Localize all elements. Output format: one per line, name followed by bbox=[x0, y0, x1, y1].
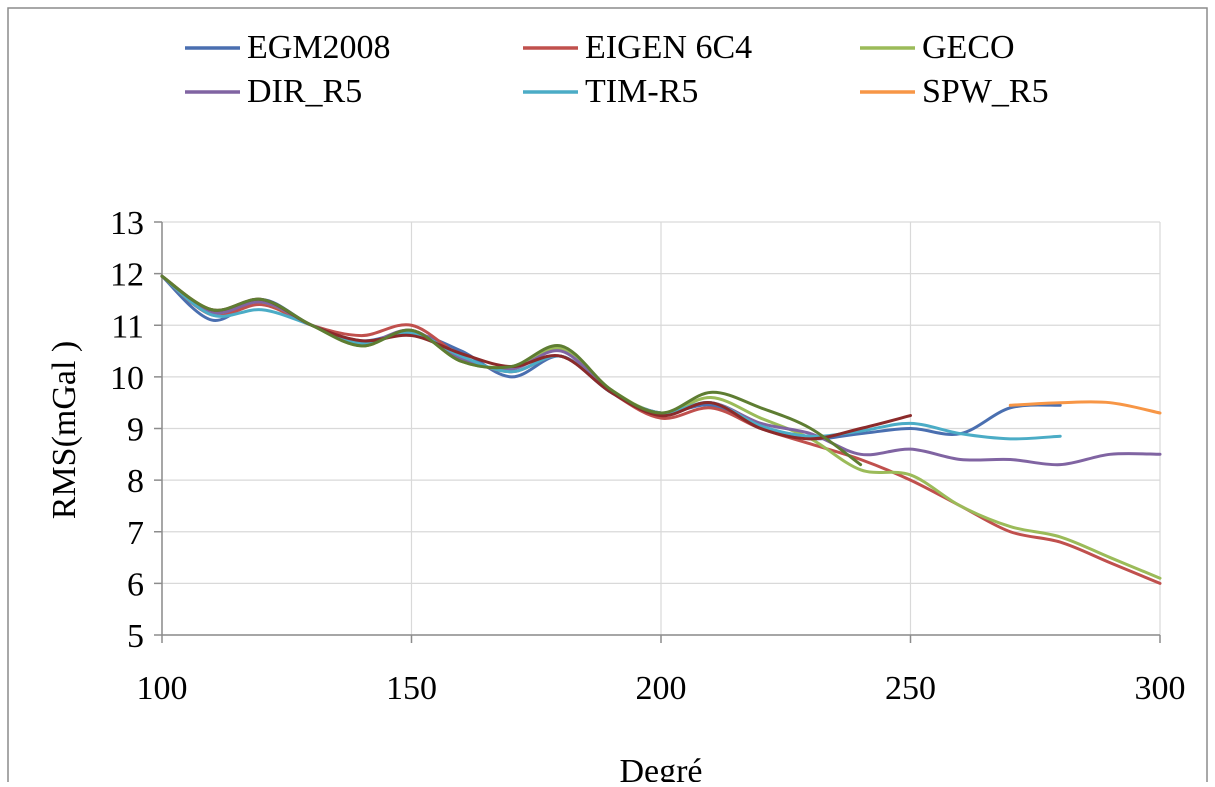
y-tick-label: 10 bbox=[110, 360, 144, 397]
legend-label: TIM-R5 bbox=[585, 73, 698, 110]
y-tick-label: 13 bbox=[110, 205, 144, 242]
legend-label: EGM2008 bbox=[247, 29, 391, 66]
series-line-unlabeled-7 bbox=[160, 274, 863, 467]
y-tick-label: 12 bbox=[110, 257, 144, 294]
x-tick-label: 250 bbox=[885, 670, 936, 707]
axes-layer: 5 6 7 8 9 10 11 12 13 100 150 200 250 300 bbox=[110, 205, 1186, 707]
legend: EGM2008 EIGEN 6C4 GECO DIR_R5 TIM-R5 SPW_R5 bbox=[185, 29, 1049, 110]
y-tick-label: 11 bbox=[111, 308, 144, 345]
legend-item-geco: GECO bbox=[860, 29, 1015, 66]
y-tick-label: 6 bbox=[127, 566, 144, 603]
legend-item-egm2008: EGM2008 bbox=[185, 29, 391, 66]
chart-border bbox=[7, 7, 1208, 787]
x-tick-label: 150 bbox=[386, 670, 437, 707]
legend-item-spw-r5: SPW_R5 bbox=[860, 73, 1049, 110]
series-line-spw-r5 bbox=[1008, 400, 1162, 415]
y-tick-label: 9 bbox=[127, 412, 144, 449]
legend-item-tim-r5: TIM-R5 bbox=[523, 73, 698, 110]
series-layer bbox=[160, 274, 1162, 585]
legend-label: DIR_R5 bbox=[247, 73, 362, 110]
y-tick-label: 7 bbox=[127, 515, 144, 552]
legend-item-dir-r5: DIR_R5 bbox=[185, 73, 362, 110]
y-axis-title: RMS(mGal ) bbox=[46, 341, 83, 520]
y-tick-label: 8 bbox=[127, 463, 144, 500]
x-tick-label: 100 bbox=[137, 670, 188, 707]
legend-label: SPW_R5 bbox=[922, 73, 1049, 110]
x-tick-label: 200 bbox=[636, 670, 687, 707]
legend-label: GECO bbox=[922, 29, 1015, 66]
legend-label: EIGEN 6C4 bbox=[585, 29, 752, 66]
y-tick-label: 5 bbox=[127, 618, 144, 655]
x-axis-title: Degré bbox=[619, 753, 702, 782]
x-tick-label: 300 bbox=[1135, 670, 1186, 707]
legend-item-eigen-6c4: EIGEN 6C4 bbox=[523, 29, 752, 66]
